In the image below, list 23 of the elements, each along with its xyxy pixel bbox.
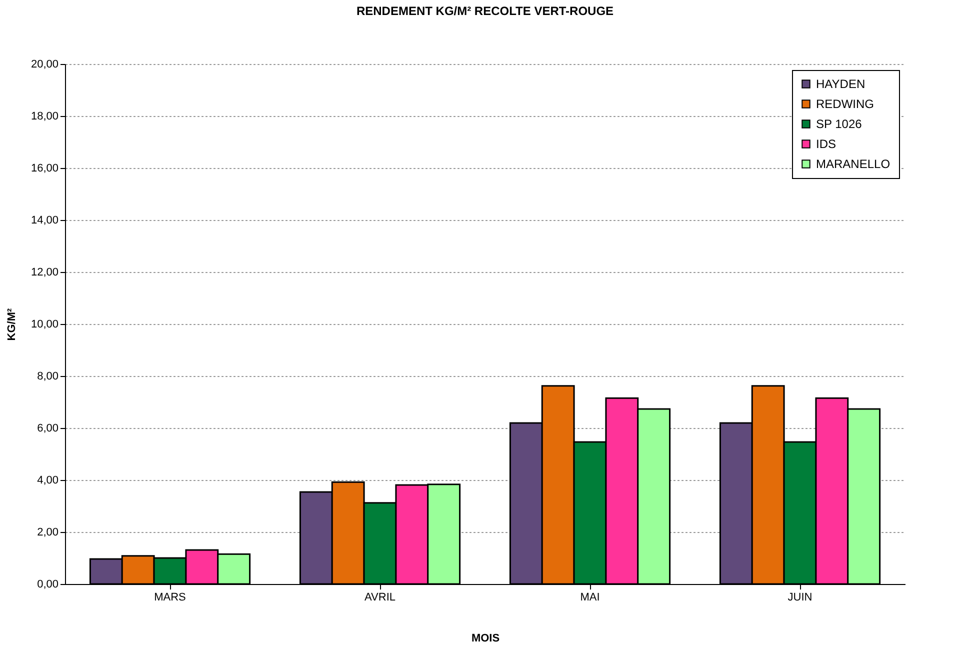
y-tick-label: 6,00 [37,422,58,434]
y-tick-label: 10,00 [30,318,58,330]
x-tick-label: JUIN [788,592,812,604]
x-tick-label: MAI [580,592,600,604]
legend-label: IDS [816,137,836,151]
y-tick-label: 18,00 [30,110,58,122]
y-tick-label: 4,00 [37,474,58,486]
y-tick-label: 16,00 [30,162,58,174]
legend-label: HAYDEN [816,77,866,91]
y-tick-label: 12,00 [30,266,58,278]
x-axis-title: MOIS [471,632,500,644]
y-tick-label: 14,00 [30,214,58,226]
legend-label: MARANELLO [816,157,890,171]
x-tick-label: AVRIL [364,592,396,604]
chart-title: RENDEMENT KG/M² RECOLTE VERT-ROUGE [356,4,614,18]
legend-label: SP 1026 [816,117,862,131]
legend-label: REDWING [816,97,874,111]
y-tick-label: 20,00 [30,58,58,70]
y-axis-title: KG/M² [6,308,18,341]
y-tick-label: 0,00 [37,578,58,590]
y-tick-label: 2,00 [37,526,58,538]
y-tick-label: 8,00 [37,370,58,382]
x-tick-label: MARS [154,592,186,604]
